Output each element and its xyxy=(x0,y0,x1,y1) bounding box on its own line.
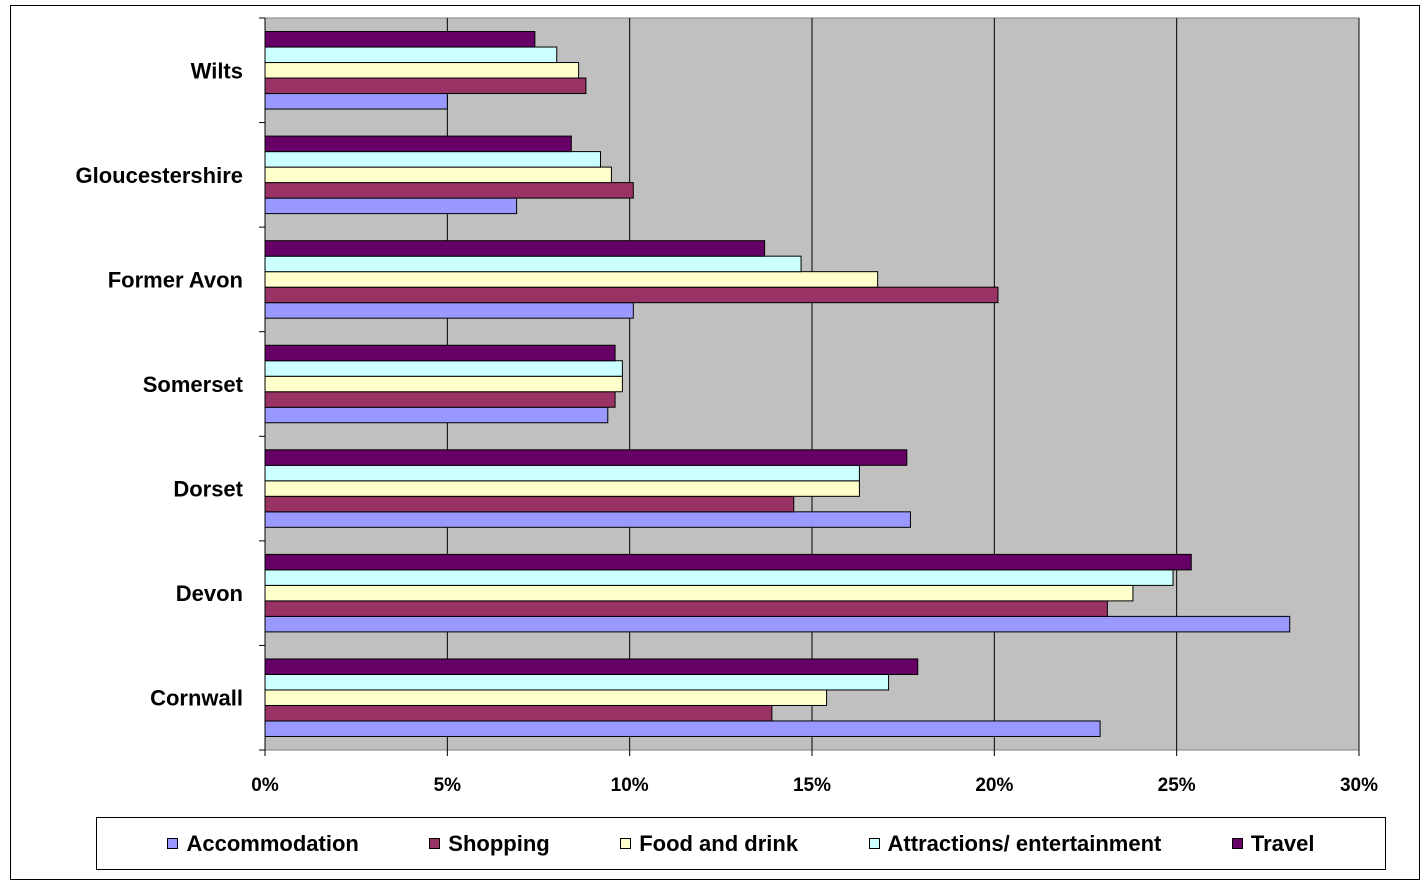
bar xyxy=(264,62,580,79)
category-label: Cornwall xyxy=(150,686,243,711)
bar xyxy=(264,151,601,168)
legend-swatch xyxy=(1231,838,1243,849)
legend-item: Travel xyxy=(1231,830,1315,857)
legend-swatch xyxy=(167,838,179,849)
legend-label: Travel xyxy=(1250,830,1315,856)
bar xyxy=(264,182,634,199)
category-label: Somerset xyxy=(143,372,244,397)
x-tick-label: 5% xyxy=(434,775,462,796)
legend-swatch xyxy=(429,838,441,849)
bar xyxy=(264,553,1192,571)
legend: Accommodation Shopping Food and drink Attra… xyxy=(96,817,1386,870)
legend-item: Food and drink xyxy=(620,831,798,857)
bar xyxy=(264,31,536,48)
bar xyxy=(264,584,1134,602)
x-tick-label: 20% xyxy=(975,775,1013,796)
bar xyxy=(264,449,908,466)
bar xyxy=(264,495,795,513)
x-tick-label: 25% xyxy=(1158,775,1196,796)
x-tick-label: 0% xyxy=(251,775,279,796)
legend-swatch xyxy=(868,838,880,849)
bar xyxy=(264,197,518,215)
category-label: Wilts xyxy=(191,58,243,83)
bar xyxy=(264,689,828,706)
bar xyxy=(264,360,623,377)
legend-item: Shopping xyxy=(429,830,550,857)
bar xyxy=(264,135,572,153)
x-tick-label: 10% xyxy=(611,775,649,796)
bar xyxy=(264,166,612,184)
bar xyxy=(264,271,879,288)
legend-label: Food and drink xyxy=(639,830,799,856)
bar xyxy=(264,406,609,424)
bar xyxy=(264,511,911,528)
category-label: Gloucestershire xyxy=(75,163,243,188)
legend-label: Shopping xyxy=(448,830,550,856)
bar xyxy=(264,93,448,110)
bar xyxy=(264,302,634,319)
legend-item: Accommodation xyxy=(167,830,359,857)
bar xyxy=(264,46,558,64)
bar xyxy=(264,600,1108,617)
x-tick-label: 30% xyxy=(1340,775,1378,796)
bars xyxy=(264,31,1291,737)
legend-item: Attractions/ entertainment xyxy=(868,830,1162,857)
bar xyxy=(264,480,860,497)
category-label: Devon xyxy=(176,581,243,606)
category-label: Dorset xyxy=(173,477,243,502)
bar xyxy=(264,344,616,362)
bar xyxy=(264,615,1291,633)
bar xyxy=(264,720,1101,737)
bar xyxy=(264,240,766,257)
bar xyxy=(264,286,999,304)
bar xyxy=(264,658,919,675)
y-axis: Cornwall Devon Dorset Somerset Former Avon Gl… xyxy=(75,17,266,751)
bar xyxy=(264,569,1174,586)
x-tick-label: 15% xyxy=(793,775,831,796)
bar xyxy=(264,464,860,482)
bar xyxy=(264,255,802,273)
legend-swatch xyxy=(620,838,632,849)
bar xyxy=(264,673,890,691)
bar xyxy=(264,391,616,408)
legend-label: Accommodation xyxy=(186,830,359,856)
category-label: Former Avon xyxy=(108,267,243,292)
legend-label: Attractions/ entertainment xyxy=(887,830,1162,856)
bar xyxy=(264,375,623,393)
bar xyxy=(264,77,587,95)
bar xyxy=(264,704,773,722)
x-axis: 0% 5% 10% 15% 20% 25% 30% xyxy=(251,750,1378,796)
